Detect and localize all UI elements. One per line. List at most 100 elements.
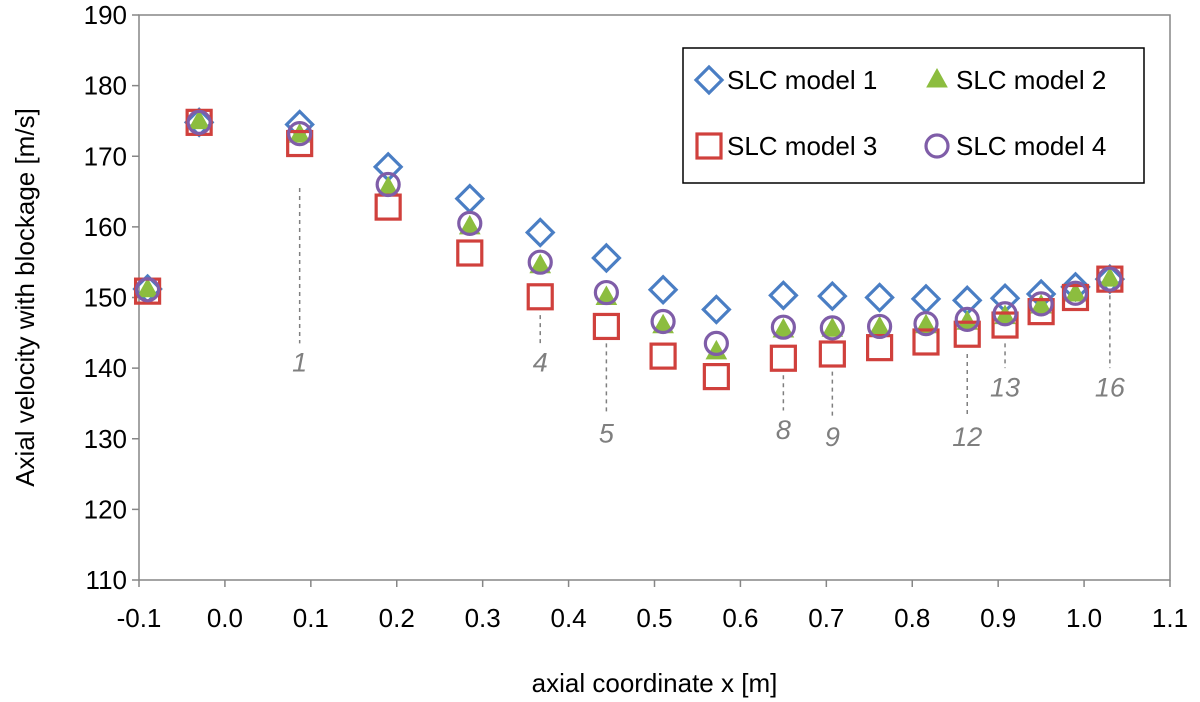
y-tick-label: 130 (84, 424, 127, 454)
y-tick-label: 140 (84, 353, 127, 383)
legend-item-4: SLC model 4 (924, 131, 1106, 161)
data-point (915, 313, 937, 334)
x-tick-label: 0.3 (465, 603, 501, 633)
x-tick-label: 0.5 (636, 603, 672, 633)
x-tick-label: 1.0 (1066, 603, 1102, 633)
legend-item-1: SLC model 1 (693, 64, 877, 96)
y-tick-label: 170 (84, 141, 127, 171)
x-axis-label: axial coordinate x [m] (532, 668, 778, 698)
axis-ticks: -0.1 0.0 0.1 0.2 0.3 0.4 0.5 0.6 0.7 0.8 0.9 1.0 1.1… (84, 0, 1188, 633)
data-point (768, 280, 799, 311)
data-point (456, 239, 484, 267)
data-point (1064, 281, 1087, 302)
annotation-label: 8 (776, 415, 791, 445)
data-point (912, 328, 940, 356)
legend-item-2: SLC model 2 (926, 65, 1106, 95)
legend: SLC model 1 SLC model 2 SLC model 3 SLC mod… (682, 47, 1145, 184)
data-point (136, 277, 159, 298)
data-point (954, 306, 980, 332)
y-tick-label: 110 (86, 565, 127, 595)
data-point (913, 311, 939, 337)
x-tick-label: 0.0 (207, 603, 243, 633)
data-point (1027, 298, 1055, 326)
data-point (188, 109, 210, 130)
annotation-label: 12 (952, 422, 982, 452)
data-point (134, 277, 161, 303)
y-tick-label: 190 (84, 0, 127, 30)
annotation-label: 13 (990, 372, 1020, 402)
data-point (817, 280, 848, 312)
data-point (1028, 291, 1054, 317)
data-point (454, 183, 486, 214)
data-point (527, 249, 553, 275)
data-point (818, 340, 846, 368)
series-4 (134, 109, 1123, 357)
data-point (526, 283, 554, 311)
data-point (524, 217, 556, 248)
annotation-label: 16 (1095, 372, 1126, 402)
data-point (701, 294, 732, 325)
legend-marker (924, 133, 950, 159)
annotation-label: 1 (292, 348, 307, 378)
x-tick-label: 1.1 (1152, 603, 1188, 633)
data-point (821, 317, 844, 337)
data-point (866, 334, 894, 362)
x-tick-label: 0.8 (894, 603, 930, 633)
data-point (374, 193, 402, 221)
data-point (867, 313, 893, 340)
legend-label: SLC model 1 (727, 65, 877, 95)
data-point (649, 342, 677, 370)
data-point (953, 320, 981, 348)
data-point (1097, 266, 1123, 292)
legend-item-3: SLC model 3 (695, 131, 877, 161)
x-tick-label: 0.2 (379, 603, 415, 633)
data-point (702, 363, 730, 391)
data-point (286, 129, 314, 158)
data-point (819, 315, 845, 341)
data-point (1099, 267, 1121, 287)
data-points (132, 107, 1126, 391)
y-tick-label: 120 (84, 494, 127, 524)
y-tick-label: 160 (84, 212, 127, 242)
data-point (592, 312, 620, 341)
x-tick-label: 0.1 (293, 603, 329, 633)
data-point (287, 121, 313, 147)
y-tick-label: 150 (84, 283, 127, 313)
data-point (991, 311, 1019, 339)
legend-label: SLC model 2 (956, 65, 1106, 95)
data-point (650, 308, 676, 335)
data-point (770, 314, 796, 340)
data-point (910, 283, 942, 315)
data-point (1061, 283, 1090, 312)
x-tick-label: 0.4 (551, 603, 587, 633)
data-point (593, 279, 619, 306)
x-tick-label: -0.1 (117, 603, 162, 633)
data-point (375, 171, 401, 198)
data-point (992, 301, 1018, 327)
data-point (1062, 280, 1089, 306)
legend-marker (693, 64, 725, 96)
y-axis-label: Axial velocity with blockage [m/s] (10, 108, 40, 487)
data-point (457, 210, 483, 236)
legend-label: SLC model 3 (727, 131, 877, 161)
legend-box (682, 47, 1145, 184)
x-tick-label: 0.9 (980, 603, 1016, 633)
annotation-label: 5 (599, 418, 615, 448)
data-point (186, 109, 212, 135)
data-point (703, 330, 729, 357)
annotation-label: 9 (825, 422, 840, 452)
data-point (647, 274, 679, 305)
data-point (1030, 293, 1052, 314)
legend-label: SLC model 4 (956, 131, 1106, 161)
x-tick-label: 0.7 (808, 603, 844, 633)
data-point (769, 344, 797, 372)
legend-marker (695, 132, 723, 160)
y-tick-label: 180 (84, 71, 127, 101)
annotations: 1 4 5 8 9 12 13 16 (292, 188, 1126, 452)
data-point (864, 282, 895, 313)
annotation-label: 4 (533, 348, 548, 378)
x-tick-label: 0.6 (722, 603, 758, 633)
legend-marker (926, 67, 948, 88)
data-point (591, 242, 622, 274)
